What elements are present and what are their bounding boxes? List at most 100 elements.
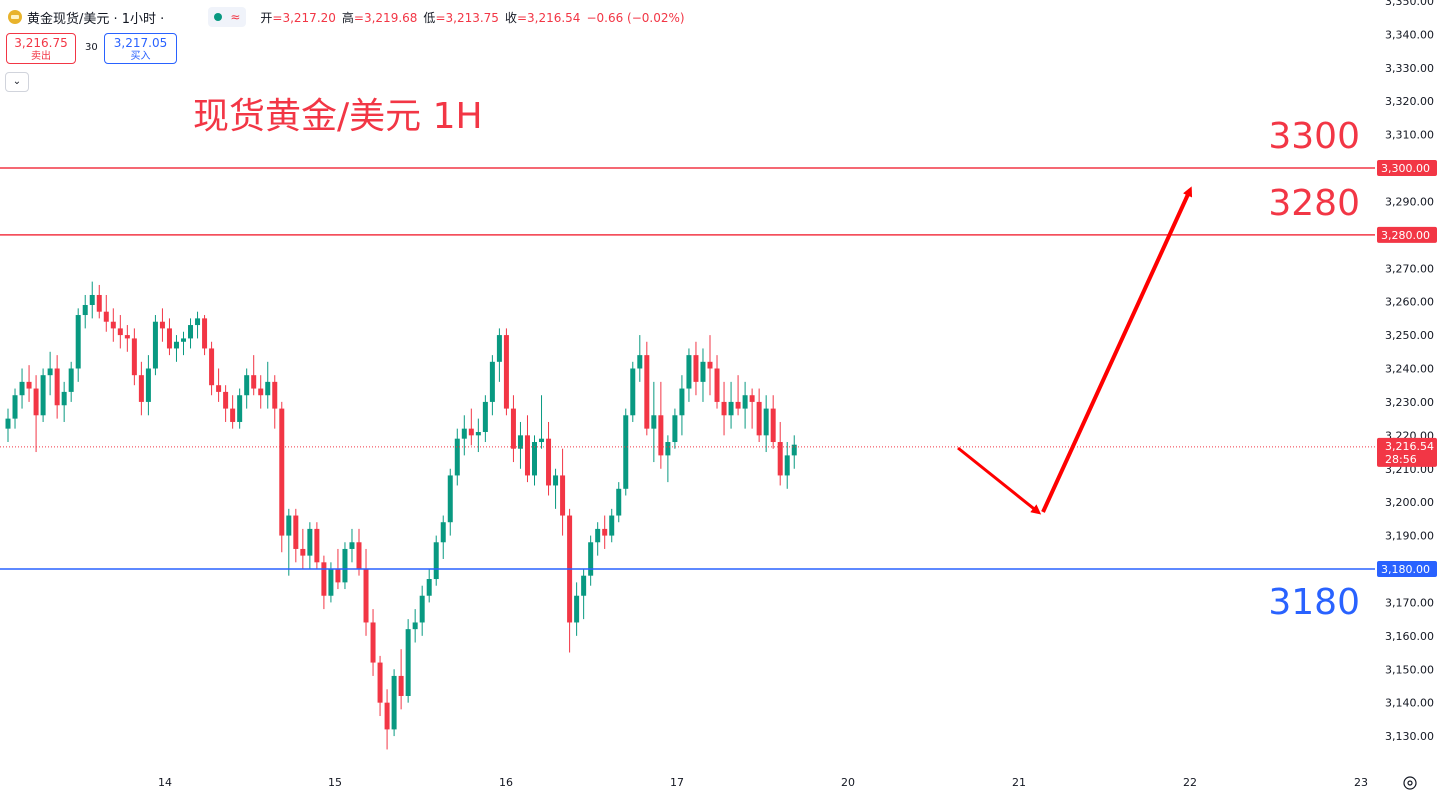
candle[interactable] xyxy=(293,508,299,563)
candle[interactable] xyxy=(454,428,460,486)
candle[interactable] xyxy=(468,408,474,446)
candle[interactable] xyxy=(363,548,369,636)
candle[interactable] xyxy=(630,361,636,422)
candle[interactable] xyxy=(560,448,566,536)
candle[interactable] xyxy=(763,395,769,453)
candle[interactable] xyxy=(546,421,552,496)
candle[interactable] xyxy=(202,315,208,356)
candle[interactable] xyxy=(89,281,95,319)
candle[interactable] xyxy=(742,381,748,429)
candle[interactable] xyxy=(307,522,313,569)
candle[interactable] xyxy=(623,408,629,496)
candle[interactable] xyxy=(159,308,165,342)
candle[interactable] xyxy=(279,401,285,553)
candle[interactable] xyxy=(784,442,790,489)
candle[interactable] xyxy=(756,388,762,443)
candle[interactable] xyxy=(728,381,734,429)
candle[interactable] xyxy=(419,585,425,636)
candle[interactable] xyxy=(440,515,446,559)
candle[interactable] xyxy=(216,368,222,402)
candle[interactable] xyxy=(26,365,32,402)
candle[interactable] xyxy=(503,328,509,416)
candle[interactable] xyxy=(272,375,278,429)
candle[interactable] xyxy=(609,508,615,543)
candle[interactable] xyxy=(152,315,158,376)
candle[interactable] xyxy=(679,375,685,436)
candle[interactable] xyxy=(5,408,11,443)
candle[interactable] xyxy=(426,569,432,603)
candle[interactable] xyxy=(405,619,411,703)
candle[interactable] xyxy=(574,582,580,636)
candle[interactable] xyxy=(602,515,608,549)
candle[interactable] xyxy=(370,609,376,676)
candle[interactable] xyxy=(524,415,530,483)
candle[interactable] xyxy=(188,318,194,349)
candle[interactable] xyxy=(553,468,559,509)
candle[interactable] xyxy=(145,355,151,416)
candle[interactable] xyxy=(19,368,25,409)
candle[interactable] xyxy=(567,508,573,653)
candle[interactable] xyxy=(209,341,215,396)
candle[interactable] xyxy=(384,689,390,750)
candle[interactable] xyxy=(96,284,102,319)
candle[interactable] xyxy=(539,395,545,449)
candle[interactable] xyxy=(777,421,783,486)
candle[interactable] xyxy=(342,542,348,590)
candle[interactable] xyxy=(616,482,622,523)
candle[interactable] xyxy=(686,348,692,402)
candle[interactable] xyxy=(377,655,383,717)
candle[interactable] xyxy=(412,609,418,643)
candle[interactable] xyxy=(40,368,46,422)
candle[interactable] xyxy=(61,381,67,422)
candle[interactable] xyxy=(47,351,53,396)
candle[interactable] xyxy=(510,395,516,463)
candle[interactable] xyxy=(110,308,116,342)
candle[interactable] xyxy=(475,418,481,453)
candle[interactable] xyxy=(286,508,292,576)
candle[interactable] xyxy=(131,328,137,386)
candle[interactable] xyxy=(665,435,671,483)
candle[interactable] xyxy=(181,331,186,356)
candle[interactable] xyxy=(258,375,264,409)
candle[interactable] xyxy=(33,375,39,453)
candle[interactable] xyxy=(68,361,74,402)
candle[interactable] xyxy=(391,669,397,737)
candle[interactable] xyxy=(75,308,81,382)
candle[interactable] xyxy=(124,325,130,352)
candle[interactable] xyxy=(138,361,144,416)
candle[interactable] xyxy=(517,421,523,469)
candle[interactable] xyxy=(482,395,488,443)
candle[interactable] xyxy=(651,381,657,463)
candle[interactable] xyxy=(770,395,776,449)
candle[interactable] xyxy=(265,361,271,409)
candle[interactable] xyxy=(658,381,664,469)
candle[interactable] xyxy=(166,318,172,356)
candle[interactable] xyxy=(447,468,453,536)
candle[interactable] xyxy=(321,555,327,610)
candle[interactable] xyxy=(637,335,643,382)
candle[interactable] xyxy=(398,649,404,710)
buy-button[interactable]: 3,217.05 买入 xyxy=(104,33,177,64)
candle[interactable] xyxy=(721,381,727,436)
candle[interactable] xyxy=(251,355,257,396)
candle[interactable] xyxy=(532,435,537,486)
candle[interactable] xyxy=(714,355,720,409)
candle[interactable] xyxy=(791,435,797,469)
candle[interactable] xyxy=(300,528,306,569)
candle[interactable] xyxy=(749,388,755,429)
collapse-chevron-icon[interactable]: ⌄ xyxy=(5,72,29,92)
candle[interactable] xyxy=(356,528,362,576)
candle[interactable] xyxy=(644,341,650,436)
candle[interactable] xyxy=(700,348,706,402)
candle[interactable] xyxy=(735,375,741,416)
settings-icon[interactable] xyxy=(1403,776,1417,790)
candle[interactable] xyxy=(672,408,678,449)
candle[interactable] xyxy=(230,395,236,429)
candle[interactable] xyxy=(588,535,594,586)
sell-button[interactable]: 3,216.75 卖出 xyxy=(6,33,76,64)
candle[interactable] xyxy=(103,294,109,332)
candle[interactable] xyxy=(223,385,229,422)
candle[interactable] xyxy=(581,569,587,620)
candle[interactable] xyxy=(314,522,320,569)
candle[interactable] xyxy=(489,355,495,416)
